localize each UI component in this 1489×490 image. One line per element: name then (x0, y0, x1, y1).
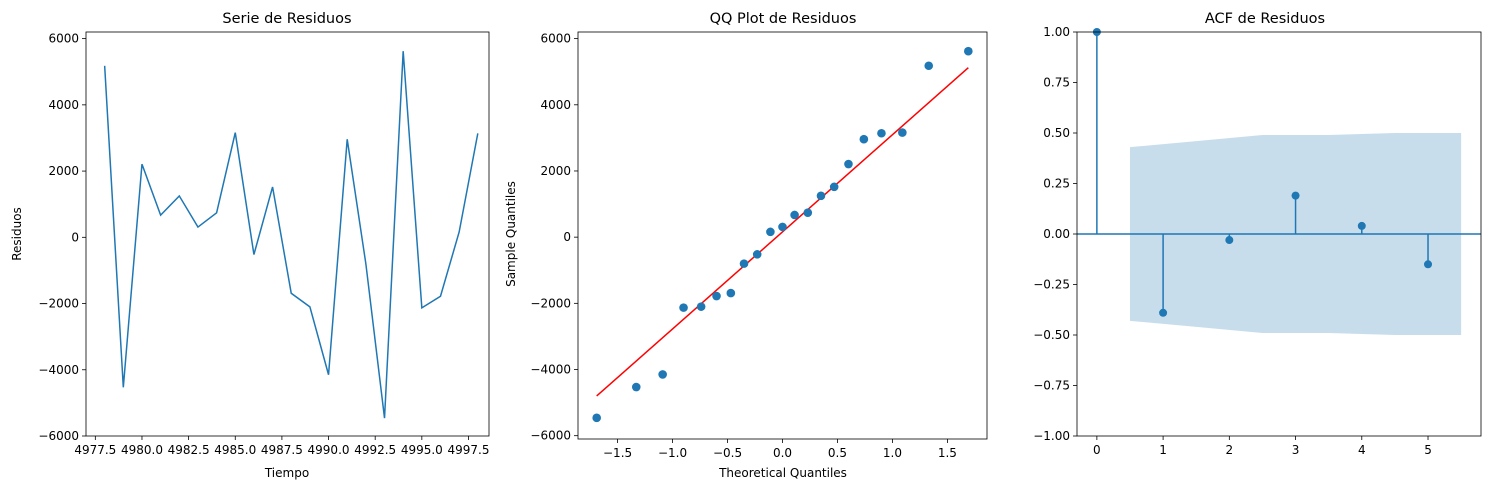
qq-point (924, 61, 934, 71)
qq-point (739, 259, 749, 268)
residual-series-xtick-label: 4990.0 (308, 443, 350, 457)
qq-point (964, 46, 973, 56)
acf-title: ACF de Residuos (1205, 11, 1325, 27)
residual-series-ytick-label: 2000 (48, 164, 79, 178)
residual-series-title: Serie de Residuos (222, 11, 351, 27)
qq-plot-xtick-label: 0.0 (773, 446, 792, 460)
residual-series-ytick-label: 6000 (48, 32, 79, 46)
residual-series-ylabel: Residuos (10, 207, 24, 261)
acf-x-ticks: 0 1 2 3 4 5 (1093, 436, 1432, 457)
qq-point (752, 250, 762, 259)
qq-point (877, 128, 886, 138)
acf-ytick-label: −0.25 (1033, 278, 1070, 292)
residual-series-ytick-label: 0 (71, 230, 79, 244)
qq-point (844, 159, 853, 169)
residual-series-ytick-label: 4000 (48, 98, 79, 112)
qq-point (803, 208, 813, 217)
acf-point (1225, 236, 1234, 245)
acf-xtick-label: 4 (1358, 443, 1366, 457)
acf-xtick-label: 1 (1159, 443, 1167, 457)
qq-plot-ytick-label: 2000 (540, 164, 571, 178)
acf-point (1357, 221, 1366, 230)
acf-ytick-label: 1.00 (1043, 25, 1070, 39)
qq-point (816, 191, 826, 201)
qq-plot-ylabel: Sample Quantiles (504, 181, 518, 287)
qq-point (829, 182, 839, 192)
qq-plot-x-ticks: −1.5 −1.0 −0.5 0.0 0.5 1.0 1.5 (603, 439, 957, 460)
residual-series-plot (103, 51, 479, 419)
qq-plot-ytick-label: −4000 (530, 363, 571, 377)
residual-series-y-ticks: −6000 −4000 −2000 0 2000 4000 6000 (38, 32, 86, 443)
acf-y-ticks: −1.00 −0.75 −0.50 −0.25 0.00 0.25 0.50 0.75 1.00 (1033, 25, 1077, 443)
residual-series-ytick-label: −6000 (38, 429, 79, 443)
qq-point (696, 302, 706, 311)
qq-plot-ytick-label: −2000 (530, 296, 571, 310)
acf-panel: ACF de Residuos 0 1 2 3 4 5 −1.00 −0.75 −0.50 −0… (1033, 11, 1482, 457)
residual-series-ytick-label: −4000 (38, 363, 79, 377)
residual-series-xlabel: Tiempo (264, 466, 309, 480)
qq-point (859, 134, 869, 144)
acf-ytick-label: 0.00 (1043, 227, 1070, 241)
qq-plot-title: QQ Plot de Residuos (710, 11, 857, 27)
acf-xtick-label: 0 (1093, 443, 1101, 457)
qq-plot-xlabel: Theoretical Quantiles (718, 466, 847, 480)
qq-point (778, 222, 787, 232)
acf-xtick-label: 3 (1292, 443, 1300, 457)
qq-plot-xtick-label: 1.0 (883, 446, 902, 460)
qq-point (712, 291, 721, 301)
qq-point (726, 288, 736, 298)
qq-plot-xtick-label: −1.0 (658, 446, 687, 460)
residual-series-xtick-label: 4987.5 (261, 443, 303, 457)
acf-plot (1077, 28, 1481, 335)
acf-ytick-label: −0.50 (1033, 328, 1070, 342)
acf-xtick-label: 2 (1226, 443, 1234, 457)
qq-plot-xtick-label: 1.5 (938, 446, 957, 460)
acf-ytick-label: −1.00 (1033, 429, 1070, 443)
qq-point (898, 128, 907, 137)
acf-ytick-label: 0.50 (1043, 126, 1070, 140)
qq-point (631, 382, 641, 392)
qq-plot-ytick-label: 4000 (540, 98, 571, 112)
residual-series-xtick-label: 4980.0 (121, 443, 163, 457)
acf-ytick-label: 0.25 (1043, 177, 1070, 191)
residual-series-xtick-label: 4995.0 (401, 443, 443, 457)
qq-plot-xtick-label: −1.5 (603, 446, 632, 460)
acf-point (1424, 260, 1433, 269)
residual-series-xtick-label: 4997.5 (447, 443, 489, 457)
residual-series-xtick-label: 4977.5 (74, 443, 116, 457)
acf-ytick-label: −0.75 (1033, 379, 1070, 393)
qq-plot-xtick-label: 0.5 (828, 446, 847, 460)
qq-point (592, 413, 601, 423)
qq-plot-frame (577, 31, 988, 440)
qq-point (766, 227, 775, 237)
qq-plot-ytick-label: 0 (563, 230, 571, 244)
residual-series-xtick-label: 4982.5 (168, 443, 210, 457)
qq-point (658, 370, 667, 379)
residual-series-frame (85, 31, 490, 437)
qq-point (790, 210, 799, 220)
acf-point (1291, 191, 1300, 200)
residual-series-x-ticks: 4977.5 4980.0 4982.5 4985.0 4987.5 4990.0 4992… (74, 436, 489, 457)
qq-reference-line (596, 67, 969, 397)
qq-plot-ytick-label: 6000 (540, 32, 571, 46)
residual-series-panel: Serie de Residuos 4977.5 4980.0 4982.5 4985… (10, 11, 489, 480)
qq-plot-ytick-label: −6000 (530, 429, 571, 443)
qq-plot-plot (592, 46, 973, 423)
qq-point (679, 303, 688, 312)
residual-series-ytick-label: −2000 (38, 297, 79, 311)
residual-series-line (103, 51, 479, 419)
acf-point (1159, 308, 1168, 317)
acf-xtick-label: 5 (1424, 443, 1432, 457)
acf-ytick-label: 0.75 (1043, 76, 1070, 90)
qq-plot-panel: QQ Plot de Residuos −1.5 −1.0 −0.5 0.0 0.5 1.… (504, 11, 988, 480)
residual-series-xtick-label: 4992.5 (354, 443, 396, 457)
qq-plot-y-ticks: −6000 −4000 −2000 0 2000 4000 6000 (530, 32, 578, 443)
residual-series-xtick-label: 4985.0 (214, 443, 256, 457)
qq-plot-xtick-label: −0.5 (713, 446, 742, 460)
